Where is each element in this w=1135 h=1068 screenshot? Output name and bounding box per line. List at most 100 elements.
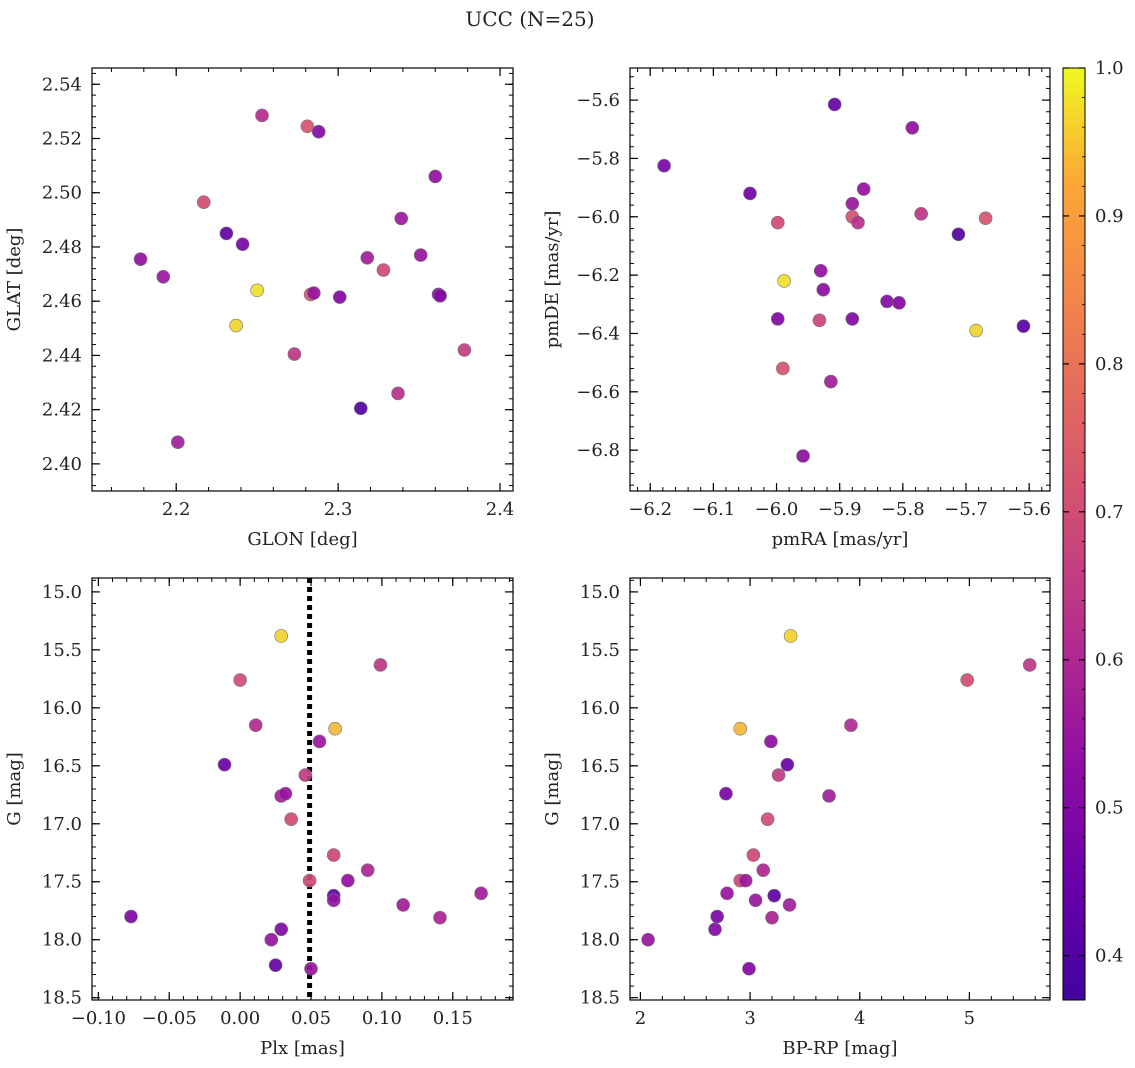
data-point <box>219 226 234 241</box>
x-tick-label: −0.10 <box>71 1008 126 1029</box>
y-tick-label: −6.4 <box>576 323 620 344</box>
y-tick-label: 16.5 <box>42 756 82 777</box>
scatter-panel-plx-g: −0.10 −0.05 0.00 0.05 0.10 0.15 15.0 15.5 16.0 16… <box>4 577 514 1059</box>
data-point <box>765 910 779 925</box>
data-point <box>796 449 810 463</box>
data-point <box>268 958 283 973</box>
data-point <box>710 909 724 924</box>
data-point <box>738 873 753 888</box>
data-point <box>341 873 355 888</box>
scatter-panel-bprp-g: 2 3 4 5 15.0 15.5 16.0 16.5 17.0 17.5 18.0 18.5 BP-R… <box>542 577 1051 1059</box>
y-tick-label: −5.6 <box>576 90 620 111</box>
y-tick-label: −6.0 <box>576 207 620 228</box>
axes-frame <box>629 67 1051 492</box>
data-point <box>255 108 269 123</box>
y-tick-label: 16.5 <box>580 756 620 777</box>
y-tick-label: 15.0 <box>42 582 82 603</box>
data-point <box>433 910 447 925</box>
data-point <box>396 898 410 912</box>
data-point <box>641 932 655 947</box>
x-tick-label: 4 <box>854 1008 865 1029</box>
data-point <box>304 961 318 976</box>
data-point <box>914 207 928 221</box>
data-point <box>783 629 798 643</box>
data-point <box>770 312 785 326</box>
axes-frame <box>91 67 514 492</box>
data-point <box>457 343 472 357</box>
data-point <box>353 401 368 416</box>
colorbar-tick-label: 0.5 <box>1095 798 1124 819</box>
x-tick-label: −5.9 <box>818 499 862 520</box>
y-tick-label: 18.0 <box>580 930 620 951</box>
data-point <box>951 227 966 242</box>
data-point <box>708 922 722 937</box>
y-axis-label: GLAT [deg] <box>4 228 25 332</box>
y-tick-label: 2.44 <box>42 345 82 366</box>
y-tick-label: 2.50 <box>42 183 82 204</box>
x-tick-label: −6.0 <box>755 499 799 520</box>
data-point <box>845 196 860 211</box>
data-point <box>827 97 842 112</box>
data-point <box>413 248 428 262</box>
x-tick-label: 2.3 <box>324 499 353 520</box>
data-point <box>196 195 211 210</box>
data-point <box>824 374 838 389</box>
data-point <box>474 886 488 901</box>
data-point <box>298 768 313 782</box>
data-point <box>905 121 920 135</box>
colorbar: 0.4 0.5 0.6 0.7 0.8 0.9 1.0 <box>1062 58 1124 1001</box>
colorbar-tick-label: 1.0 <box>1095 58 1124 79</box>
data-point <box>812 313 827 328</box>
data-point <box>376 263 391 277</box>
data-point <box>433 288 447 303</box>
data-point <box>720 886 734 901</box>
data-point <box>428 169 443 184</box>
colorbar-tick-label: 0.4 <box>1095 946 1124 967</box>
y-tick-label: 15.5 <box>42 640 82 661</box>
x-tick-label: 2.2 <box>162 499 191 520</box>
data-point <box>764 734 778 749</box>
data-point <box>360 251 375 265</box>
data-point <box>278 786 293 801</box>
y-tick-label: −6.2 <box>576 265 620 286</box>
y-tick-label: 2.40 <box>42 454 82 475</box>
data-point <box>124 909 138 924</box>
data-point <box>312 734 327 749</box>
y-tick-label: 2.54 <box>42 74 82 95</box>
x-axis-label: BP-RP [mag] <box>782 1038 897 1059</box>
data-point <box>326 893 341 908</box>
figure-title: UCC (N=25) <box>465 7 594 31</box>
y-axis-label: G [mag] <box>4 752 25 825</box>
data-point <box>229 318 243 333</box>
data-point <box>1022 658 1037 672</box>
x-tick-label: −5.8 <box>881 499 925 520</box>
data-point <box>782 898 797 912</box>
y-tick-label: 18.5 <box>580 988 620 1009</box>
data-point <box>760 812 775 826</box>
x-tick-label: −5.6 <box>1007 499 1051 520</box>
colorbar-gradient <box>1062 67 1086 1001</box>
data-point <box>813 263 828 278</box>
data-point <box>892 296 906 310</box>
scatter-panel-glon-glat: 2.2 2.3 2.4 2.40 2.42 2.44 2.46 2.48 2.50 2.52 2.5… <box>4 67 515 550</box>
data-point <box>748 893 763 908</box>
y-tick-label: 16.0 <box>580 698 620 719</box>
x-tick-label: −6.2 <box>628 499 672 520</box>
y-tick-label: 2.48 <box>42 237 82 258</box>
colorbar-tick-label: 0.9 <box>1095 206 1124 227</box>
x-tick-label: 2.4 <box>486 499 515 520</box>
x-tick-label: 0.15 <box>433 1008 473 1029</box>
colorbar-tick-label: 0.6 <box>1095 650 1124 671</box>
data-point <box>657 158 671 173</box>
y-axis-label: G [mag] <box>542 752 563 825</box>
data-point <box>360 863 375 877</box>
data-point <box>311 124 326 139</box>
data-point <box>777 274 791 288</box>
y-tick-label: −5.8 <box>576 148 620 169</box>
x-tick-label: −0.05 <box>142 1008 197 1029</box>
colorbar-tick-label: 0.8 <box>1095 354 1124 375</box>
data-point <box>969 323 983 338</box>
y-tick-label: 15.0 <box>580 582 620 603</box>
data-point <box>742 961 756 976</box>
